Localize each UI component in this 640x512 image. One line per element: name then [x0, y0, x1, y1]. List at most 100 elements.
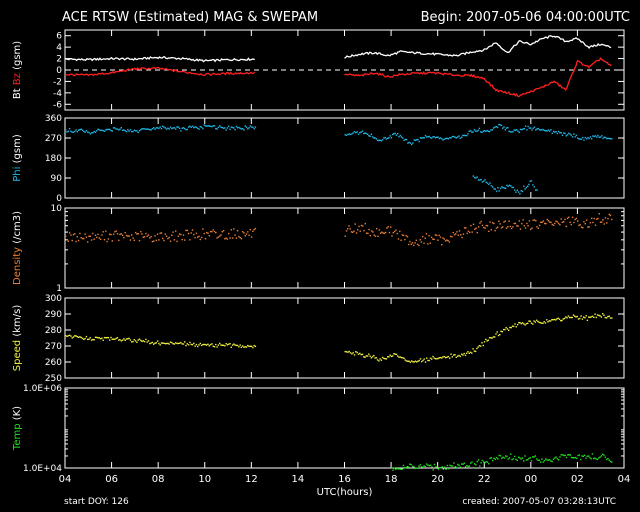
- density-point: [181, 238, 183, 241]
- speed-point: [466, 352, 468, 354]
- speed-point: [429, 357, 432, 359]
- density-point: [449, 235, 452, 238]
- density-point: [354, 223, 356, 225]
- speed-point: [254, 345, 257, 348]
- temp-point: [594, 457, 596, 459]
- phi-point: [464, 134, 467, 137]
- density-point: [374, 235, 377, 237]
- speed-point: [355, 351, 357, 353]
- temp-point: [585, 457, 587, 459]
- speed-point: [568, 316, 571, 319]
- temp-point: [405, 467, 407, 469]
- phi-point: [220, 126, 222, 128]
- phi-point: [566, 134, 569, 136]
- phi-point: [180, 130, 182, 132]
- speed-point: [511, 325, 514, 327]
- phi-point: [487, 130, 489, 132]
- speed-point: [445, 356, 447, 359]
- speed-point: [244, 346, 246, 348]
- temp-point: [490, 457, 493, 459]
- phi-point: [538, 128, 541, 131]
- speed-point: [585, 315, 587, 317]
- density-point: [466, 232, 468, 235]
- phi-point: [492, 186, 494, 188]
- speed-point: [447, 355, 449, 358]
- phi-point: [421, 137, 423, 139]
- phi-point: [213, 125, 216, 127]
- density-point: [378, 229, 380, 231]
- density-point: [92, 232, 94, 235]
- speed-point: [235, 344, 238, 347]
- phi-point: [428, 135, 430, 138]
- density-point: [167, 237, 169, 240]
- speed-point: [471, 352, 473, 354]
- temp-point: [547, 459, 550, 461]
- phi-point: [419, 137, 422, 139]
- temp-ylabel: Temp (K): [12, 406, 23, 451]
- speed-point: [454, 354, 456, 356]
- phi-point: [80, 128, 82, 130]
- density-point: [204, 238, 207, 240]
- speed-point: [492, 336, 495, 338]
- phi-point: [209, 125, 212, 128]
- temp-point: [537, 459, 539, 461]
- phi-point: [427, 136, 429, 138]
- phi-point: [570, 134, 572, 136]
- speed-point: [87, 338, 89, 341]
- temp-point: [582, 455, 584, 458]
- density-point: [566, 217, 569, 220]
- density-point: [75, 240, 77, 243]
- density-point: [400, 239, 402, 241]
- phi-point: [554, 131, 556, 133]
- density-point: [360, 224, 363, 227]
- phi-point: [491, 129, 493, 131]
- temp-point: [565, 456, 568, 459]
- speed-point: [219, 342, 221, 345]
- phi-point: [443, 138, 446, 140]
- phi-point: [123, 129, 125, 131]
- temp-point: [609, 460, 612, 463]
- density-point: [191, 229, 194, 231]
- speed-point: [147, 340, 150, 342]
- density-point: [408, 243, 410, 246]
- speed-point: [202, 343, 204, 346]
- speed-point: [518, 322, 520, 324]
- density-point: [250, 236, 253, 238]
- phi-point: [498, 123, 500, 126]
- temp-point: [542, 461, 544, 463]
- temp-point: [475, 464, 477, 466]
- phi-point: [191, 125, 194, 127]
- speed-point: [510, 326, 512, 329]
- speed-point: [370, 357, 373, 359]
- phi-point: [107, 128, 110, 131]
- phi-point: [494, 188, 496, 190]
- temp-point: [572, 457, 574, 459]
- phi-point: [458, 135, 460, 137]
- phi-point: [523, 185, 525, 187]
- speed-point: [168, 343, 170, 345]
- temp-point: [603, 454, 605, 456]
- density-point: [530, 228, 532, 230]
- temp-point: [577, 454, 579, 457]
- speed-point: [417, 360, 419, 362]
- speed-point: [590, 316, 592, 318]
- density-point: [110, 233, 112, 236]
- speed-point: [588, 316, 590, 318]
- speed-point: [65, 334, 67, 337]
- density-point: [437, 239, 439, 241]
- mag-ylabel-part: (gsm): [12, 41, 23, 73]
- density-point: [173, 239, 176, 241]
- speed-point: [127, 338, 129, 340]
- speed-point: [600, 316, 603, 318]
- speed-point: [571, 316, 573, 319]
- temp-point: [520, 458, 522, 460]
- temp-point: [506, 455, 508, 458]
- speed-point: [552, 319, 554, 321]
- temp-point: [484, 461, 486, 464]
- density-point: [439, 236, 442, 238]
- speed-point: [595, 316, 597, 319]
- density-point: [133, 239, 135, 241]
- temp-point: [580, 458, 582, 461]
- mag-series-bt: [64, 35, 612, 63]
- density-point: [114, 231, 116, 233]
